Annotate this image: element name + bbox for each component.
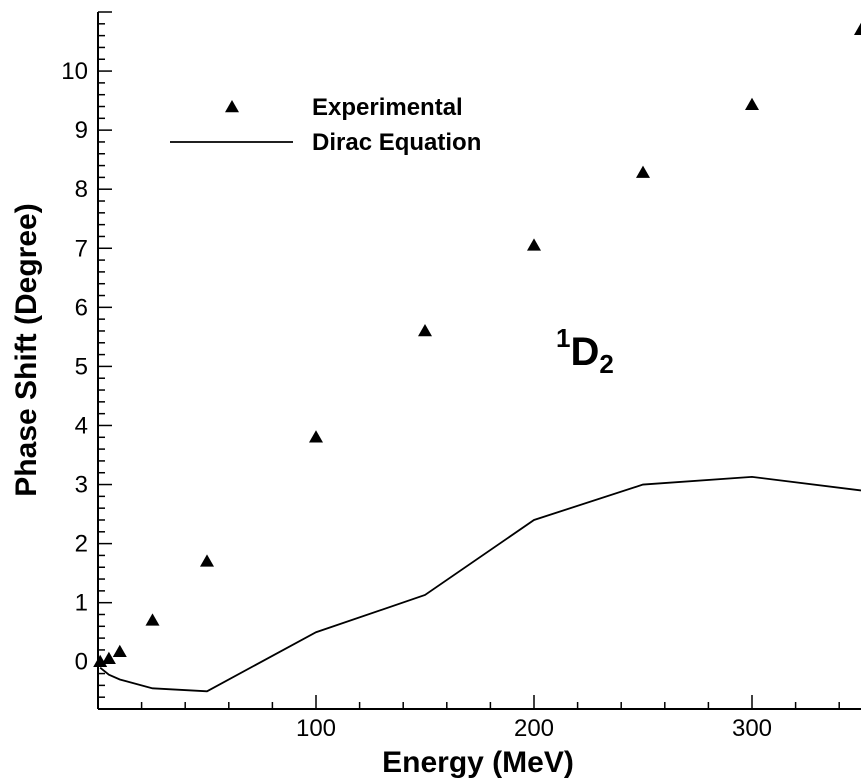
experimental-point [101,651,116,665]
experimental-point [636,165,650,178]
experimental-point [200,554,214,567]
legend-label-experimental: Experimental [312,94,463,121]
y-tick-label: 4 [75,412,88,439]
x-tick-label: 300 [732,715,772,742]
y-tick-label: 6 [75,294,88,321]
legend-label-dirac: Dirac Equation [312,129,481,156]
legend-marker-experimental [225,100,239,113]
y-tick-label: 0 [75,649,88,676]
experimental-point [309,430,323,443]
y-tick-label: 1 [75,590,88,617]
dirac-equation-line [99,475,861,693]
y-tick-label: 5 [75,353,88,380]
series-layer [93,22,861,693]
experimental-point [527,238,541,251]
experimental-point [854,22,861,35]
x-tick-label: 100 [296,715,336,742]
experimental-point [418,323,432,337]
state-label: 1D2 [556,323,614,379]
y-tick-label: 2 [75,531,88,558]
axes [97,12,861,710]
x-tick-label: 200 [514,715,554,742]
y-tick-label: 8 [75,176,88,203]
x-axis-title: Energy (MeV) [382,746,574,779]
experimental-point [112,644,127,657]
experimental-point [745,97,759,110]
experimental-point [145,613,160,626]
y-tick-label: 7 [75,235,88,262]
y-tick-label: 9 [75,117,88,144]
state-label-subscript: 2 [599,349,613,379]
legend: Experimental Dirac Equation [170,94,481,156]
state-label-base: D [570,330,599,374]
y-tick-label: 3 [75,472,88,499]
state-label-superscript: 1 [556,323,570,353]
y-tick-label: 10 [61,58,88,85]
y-axis-title: Phase Shift (Degree) [10,203,43,496]
